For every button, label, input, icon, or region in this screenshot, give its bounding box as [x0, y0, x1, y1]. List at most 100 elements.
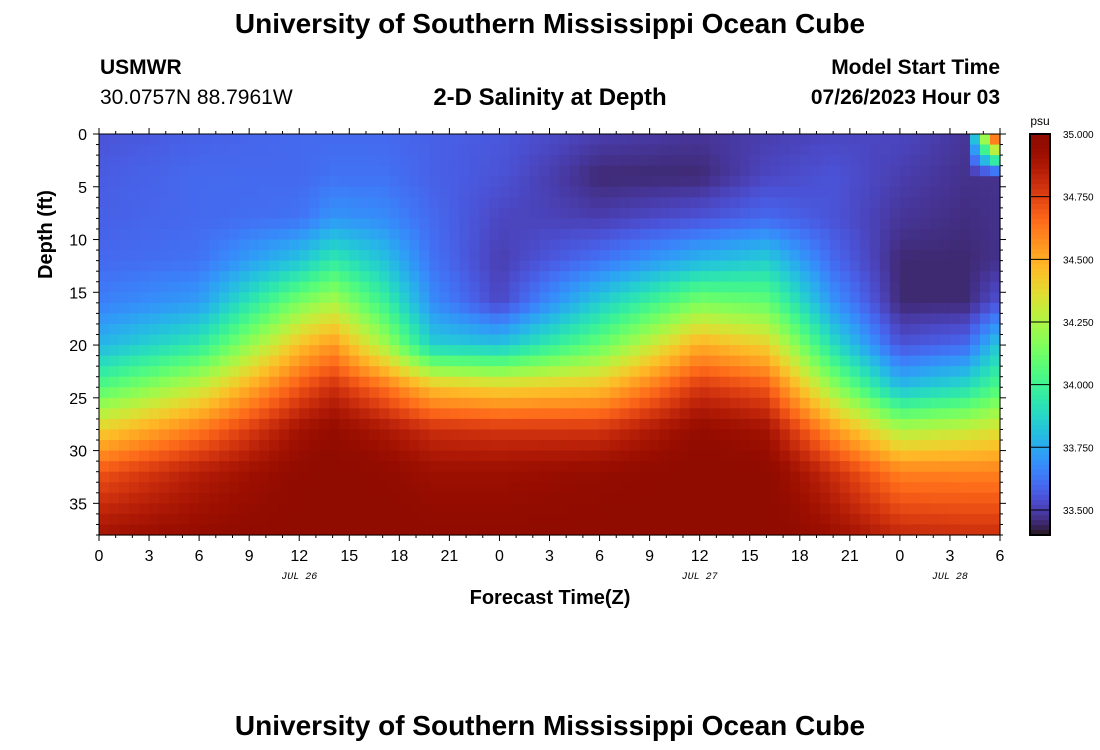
heatmap-cell	[589, 503, 601, 515]
colorbar-segment	[1030, 374, 1050, 381]
heatmap-cell	[889, 482, 901, 494]
heatmap-cell	[749, 260, 761, 272]
heatmap-cell	[119, 408, 130, 420]
heatmap-cell	[919, 144, 931, 156]
heatmap-cell	[289, 176, 300, 188]
heatmap-cell	[369, 260, 380, 272]
heatmap-cell	[119, 376, 130, 388]
heatmap-cell	[249, 440, 260, 452]
heatmap-cell	[979, 155, 991, 167]
heatmap-cell	[919, 197, 931, 209]
heatmap-cell	[319, 513, 330, 526]
heatmap-cell	[389, 144, 400, 156]
heatmap-cell	[249, 492, 260, 504]
heatmap-cell	[989, 376, 1001, 388]
heatmap-cell	[469, 440, 481, 452]
heatmap-cell	[599, 397, 611, 409]
heatmap-cell	[989, 144, 1001, 156]
heatmap-cell	[709, 197, 721, 209]
heatmap-cell	[949, 345, 961, 357]
heatmap-cell	[479, 281, 491, 293]
heatmap-cell	[219, 134, 230, 146]
heatmap-cell	[159, 260, 170, 272]
heatmap-cell	[99, 513, 110, 526]
heatmap-cell	[779, 281, 791, 293]
heatmap-cell	[229, 450, 240, 462]
heatmap-cell	[849, 334, 861, 346]
heatmap-cell	[499, 302, 511, 314]
heatmap-cell	[789, 228, 801, 241]
heatmap-cell	[119, 345, 130, 357]
heatmap-cell	[499, 176, 511, 188]
heatmap-cell	[179, 513, 190, 526]
heatmap-cell	[149, 524, 160, 536]
heatmap-cell	[489, 450, 501, 462]
heatmap-cell	[679, 387, 691, 399]
heatmap-cell	[599, 471, 611, 483]
heatmap-cell	[219, 450, 230, 462]
heatmap-cell	[499, 144, 511, 156]
heatmap-cell	[959, 387, 971, 399]
heatmap-cell	[469, 197, 481, 209]
heatmap-cell	[239, 323, 250, 336]
heatmap-cell	[739, 302, 751, 314]
heatmap-cell	[689, 228, 701, 241]
heatmap-cell	[289, 302, 300, 314]
heatmap-cell	[519, 366, 531, 378]
heatmap-cell	[599, 334, 611, 346]
heatmap-cell	[159, 524, 170, 536]
heatmap-cell	[739, 355, 751, 367]
heatmap-cell	[409, 376, 420, 388]
heatmap-cell	[259, 228, 270, 241]
heatmap-cell	[829, 271, 841, 283]
heatmap-cell	[119, 513, 130, 526]
heatmap-cell	[449, 186, 460, 198]
heatmap-cell	[949, 228, 961, 241]
heatmap-cell	[579, 323, 591, 336]
heatmap-cell	[129, 461, 140, 473]
heatmap-cell	[629, 218, 641, 230]
heatmap-cell	[699, 429, 711, 441]
heatmap-cell	[489, 471, 501, 483]
heatmap-cell	[959, 334, 971, 346]
heatmap-cell	[369, 207, 380, 220]
heatmap-cell	[639, 313, 651, 325]
heatmap-cell	[139, 408, 150, 420]
heatmap-cell	[609, 461, 621, 473]
heatmap-cell	[719, 376, 731, 388]
heatmap-cell	[609, 144, 621, 156]
heatmap-cell	[799, 197, 811, 209]
heatmap-cell	[689, 155, 701, 167]
heatmap-cell	[139, 207, 150, 220]
heatmap-cell	[939, 355, 951, 367]
heatmap-cell	[799, 334, 811, 346]
colorbar-segment	[1030, 294, 1050, 301]
heatmap-cell	[579, 271, 591, 283]
heatmap-cell	[729, 471, 741, 483]
heatmap-cell	[699, 450, 711, 462]
heatmap-cell	[669, 387, 681, 399]
heatmap-cell	[279, 134, 290, 146]
heatmap-cell	[239, 186, 250, 198]
heatmap-cell	[989, 492, 1001, 504]
heatmap-cell	[169, 482, 180, 494]
heatmap-cell	[659, 134, 671, 146]
heatmap-cell	[569, 323, 581, 336]
heatmap-cell	[629, 228, 641, 241]
heatmap-cell	[479, 418, 491, 431]
heatmap-cell	[719, 355, 731, 367]
heatmap-cell	[799, 397, 811, 409]
heatmap-cell	[649, 513, 661, 526]
heatmap-cell	[929, 228, 941, 241]
heatmap-cell	[939, 165, 951, 177]
heatmap-cell	[219, 292, 230, 304]
heatmap-cell	[329, 239, 340, 251]
heatmap-cell	[739, 513, 751, 526]
heatmap-cell	[649, 165, 661, 177]
heatmap-cell	[699, 334, 711, 346]
heatmap-cell	[609, 492, 621, 504]
heatmap-cell	[299, 397, 310, 409]
heatmap-cell	[729, 197, 741, 209]
heatmap-cell	[859, 482, 871, 494]
